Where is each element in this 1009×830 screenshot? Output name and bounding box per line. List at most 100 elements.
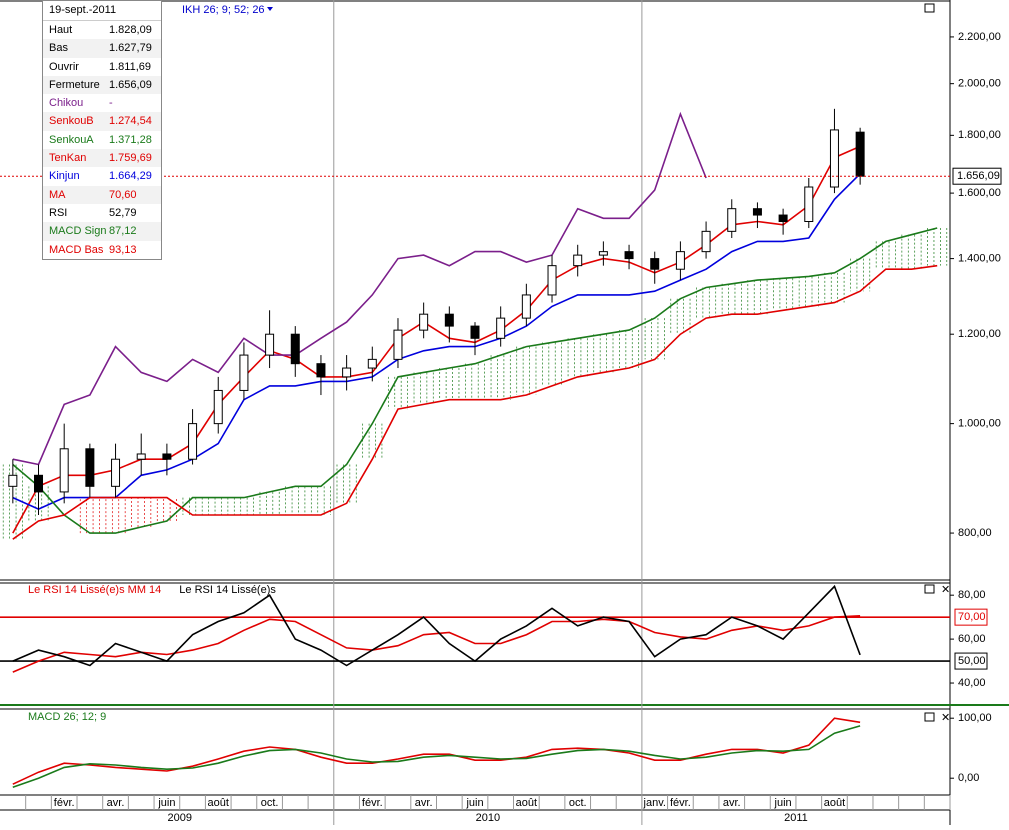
info-label: MACD Bas — [49, 243, 104, 256]
indicator-line — [12, 717, 861, 785]
close-icon[interactable]: ✕ — [941, 584, 950, 596]
y-tick-label: 1.800,00 — [958, 129, 1001, 141]
info-label: SenkouA — [49, 133, 94, 146]
candle-body — [136, 453, 146, 460]
info-row: Ouvrir 1.811,69 — [43, 58, 161, 76]
x-tick-label: oct. — [569, 797, 587, 809]
info-row: TenKan 1.759,69 — [43, 149, 161, 168]
candle-body — [188, 423, 198, 460]
dropdown-arrow[interactable] — [267, 7, 273, 11]
x-tick-label: juin — [465, 797, 483, 809]
y-tick-label: 1.600,00 — [958, 187, 1001, 199]
info-box: 19-sept.-2011 Haut 1.828,09 Bas 1.627,79 Ouv… — [42, 0, 162, 260]
candle-body — [496, 317, 506, 339]
level-box — [954, 652, 988, 670]
info-value: 1.828,09 — [109, 24, 152, 36]
indicator-line — [12, 264, 938, 540]
info-value: 1.274,54 — [109, 115, 152, 128]
candle-body — [290, 333, 300, 365]
indicator-line — [12, 111, 707, 466]
legend-entry: Le RSI 14 Lissé(e)s — [179, 584, 276, 596]
y-tick-label: 800,00 — [958, 527, 992, 539]
indicator-line — [12, 725, 861, 788]
info-row: Fermeture 1.656,09 — [43, 75, 161, 95]
candle-body — [804, 186, 814, 223]
candle-body — [444, 313, 454, 327]
info-row: Haut 1.828,09 — [43, 21, 161, 39]
y-tick-label: 1.400,00 — [958, 253, 1001, 265]
candle-body — [316, 363, 326, 378]
info-row: RSI 52,79 — [43, 204, 161, 222]
x-tick-label: août — [208, 797, 229, 809]
candle-body — [59, 448, 69, 493]
x-tick-label: oct. — [261, 797, 279, 809]
candle-body — [162, 453, 172, 460]
info-label: Kinjun — [49, 170, 80, 183]
candle-body — [470, 325, 480, 339]
y-tick-label: 1.000,00 — [958, 418, 1001, 430]
indicator-label[interactable]: IKH 26; 9; 52; 26 — [182, 4, 265, 16]
candle-body — [573, 254, 583, 267]
candle-body — [367, 358, 377, 369]
indicator-line — [12, 615, 861, 673]
indicator-line — [12, 584, 861, 667]
info-row: MA 70,60 — [43, 185, 161, 204]
info-row: MACD Sign 87,12 — [43, 222, 161, 241]
y-tick-label: 2.200,00 — [958, 31, 1001, 43]
panel-title[interactable]: MACD 26; 12; 9 — [28, 711, 106, 723]
y-tick-label: 60,00 — [958, 633, 986, 645]
candle-body — [701, 230, 711, 253]
candle-body — [521, 294, 531, 319]
candle-body — [34, 474, 44, 493]
info-label: Chikou — [49, 97, 84, 110]
maximize-icon[interactable] — [924, 712, 935, 722]
candle-body — [393, 329, 403, 360]
maximize-icon[interactable] — [924, 3, 935, 13]
x-tick-label: janv. — [643, 797, 666, 809]
info-label: Bas — [49, 42, 68, 55]
candle-body — [213, 389, 223, 425]
info-row: SenkouA 1.371,28 — [43, 131, 161, 149]
year-label: 2011 — [784, 812, 808, 824]
y-tick-label: 40,00 — [958, 677, 986, 689]
info-label: Ouvrir — [49, 60, 79, 73]
x-tick-label: avr. — [107, 797, 125, 809]
candle-body — [547, 265, 557, 296]
candle-body — [342, 367, 352, 378]
candle-body — [239, 354, 249, 391]
info-value: 1.627,79 — [109, 42, 152, 55]
year-label: 2009 — [167, 812, 191, 824]
info-value: 1.759,69 — [109, 152, 152, 165]
y-tick-label: 2.000,00 — [958, 78, 1001, 90]
x-tick-label: févr. — [54, 797, 75, 809]
close-icon[interactable]: ✕ — [941, 712, 950, 724]
x-tick-label: avr. — [415, 797, 433, 809]
info-value: 70,60 — [109, 188, 137, 201]
x-tick-label: févr. — [670, 797, 691, 809]
info-date: 19-sept.-2011 — [43, 1, 161, 21]
candle-body — [624, 251, 634, 260]
info-row: Kinjun 1.664,29 — [43, 167, 161, 185]
candle-body — [650, 258, 660, 270]
candle-body — [598, 251, 608, 256]
x-tick-label: août — [824, 797, 845, 809]
info-row: SenkouB 1.274,54 — [43, 112, 161, 131]
info-row: Bas 1.627,79 — [43, 39, 161, 58]
x-tick-label: févr. — [362, 797, 383, 809]
candle-body — [265, 333, 275, 356]
candle-body — [829, 129, 839, 188]
last-price-label: 1.656,09 — [957, 170, 1000, 182]
last-price-box — [952, 167, 1002, 185]
info-value: 1.371,28 — [109, 133, 152, 146]
y-tick-label: 80,00 — [958, 589, 986, 601]
x-tick-label: août — [516, 797, 537, 809]
maximize-icon[interactable] — [924, 584, 935, 594]
candle-body — [855, 131, 865, 177]
info-label: SenkouB — [49, 115, 94, 128]
level-label: 70,00 — [958, 611, 986, 623]
level-box — [954, 608, 988, 626]
candle-body — [8, 474, 18, 487]
indicator-line — [12, 227, 938, 534]
info-label: Haut — [49, 24, 73, 36]
